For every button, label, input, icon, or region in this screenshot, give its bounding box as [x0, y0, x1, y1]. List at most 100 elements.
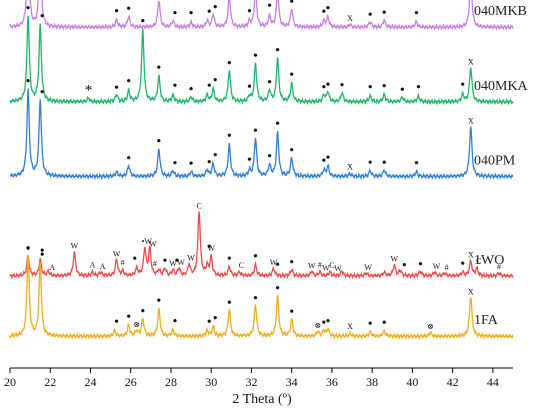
series-label: 1FA	[474, 313, 499, 328]
phase-marker: •	[253, 291, 258, 306]
phase-marker: #	[121, 259, 125, 268]
series-traces	[9, 0, 514, 341]
series-line-1FA	[9, 255, 514, 341]
phase-marker: •	[26, 242, 31, 257]
phase-marker: W	[177, 258, 185, 267]
phase-marker: •	[289, 144, 294, 159]
phase-marker: •	[247, 153, 252, 168]
phase-marker: X	[468, 288, 474, 297]
phase-marker: W	[364, 263, 372, 272]
phase-marker: ⊗	[427, 322, 434, 331]
phase-marker: •	[213, 74, 218, 89]
phase-marker: •	[40, 9, 45, 24]
phase-marker: W	[270, 258, 278, 267]
x-tick-label: 30	[205, 375, 217, 389]
phase-marker: •	[207, 315, 212, 330]
phase-marker: •	[189, 157, 194, 172]
phase-marker: C	[196, 201, 201, 210]
phase-marker: C	[476, 257, 481, 266]
series-line-1WO	[9, 211, 514, 280]
phase-marker: W	[433, 262, 441, 271]
phase-marker: •	[247, 80, 252, 95]
phase-marker: •	[173, 6, 178, 21]
phase-marker: •	[247, 4, 252, 19]
phase-marker: •	[253, 49, 258, 64]
phase-marker: *	[85, 82, 93, 98]
phase-marker: •	[289, 68, 294, 83]
phase-marker: •	[253, 249, 258, 264]
phase-marker: W	[322, 263, 330, 272]
phase-marker: A	[100, 262, 106, 271]
phase-marker: •	[368, 81, 373, 96]
phase-marker: •	[368, 317, 373, 332]
phase-marker: W	[149, 240, 157, 249]
x-tick-label: 22	[44, 375, 56, 389]
series-line-040PM	[9, 88, 514, 180]
phase-marker: •	[227, 129, 232, 144]
series-line-040MKB	[9, 0, 514, 31]
phase-marker: •	[321, 316, 326, 331]
phase-marker: •	[162, 254, 167, 269]
phase-marker: W	[207, 244, 215, 253]
phase-marker: •	[289, 305, 294, 320]
phase-marker: A	[90, 261, 96, 270]
series-line-040MKA	[9, 15, 514, 106]
phase-marker: •	[414, 7, 419, 22]
phase-marker: •	[156, 61, 161, 76]
phase-marker: •	[275, 43, 280, 58]
phase-marker: •	[382, 316, 387, 331]
phase-marker: •	[227, 252, 232, 267]
phase-marker: •	[400, 83, 405, 98]
phase-marker: •	[460, 78, 465, 93]
phase-marker: •	[267, 75, 272, 90]
phase-marker: •	[156, 135, 161, 150]
phase-marker: •	[382, 6, 387, 21]
phase-marker: •	[325, 151, 330, 166]
phase-marker: #	[153, 259, 157, 268]
phase-marker: •W	[142, 237, 153, 246]
phase-marker: •	[173, 79, 178, 94]
phase-marker: •	[140, 304, 145, 319]
phase-marker: W	[334, 264, 342, 273]
phase-marker: •	[175, 254, 180, 269]
phase-marker: A	[49, 263, 55, 272]
series-label: 040MKB	[474, 4, 527, 19]
phase-marker: •	[402, 259, 407, 274]
phase-marker: •	[227, 296, 232, 311]
phase-marker: •	[126, 152, 131, 167]
phase-marker: W	[71, 241, 79, 250]
phase-marker: •	[40, 244, 45, 259]
phase-marker: •	[382, 79, 387, 94]
phase-marker: •	[368, 8, 373, 23]
x-tick-label: 40	[406, 375, 418, 389]
phase-marker: •	[26, 74, 31, 89]
phase-marker: X	[347, 322, 353, 331]
phase-marker: •	[26, 242, 31, 257]
phase-marker: •	[207, 79, 212, 94]
phase-marker: •	[340, 79, 345, 94]
phase-marker: •	[368, 156, 373, 171]
phase-marker: •	[126, 74, 131, 89]
series-labels: 040MKB 040MKA 040PM 1WO 1FA	[474, 4, 529, 328]
series-label: 040MKA	[474, 79, 529, 94]
x-tick-label: 32	[245, 375, 257, 389]
x-axis-ticks: 20 22 24 26 28 30 32 34 36 38 40 42 44	[4, 368, 499, 389]
phase-marker: •	[40, 85, 45, 100]
phase-marker: •	[321, 80, 326, 95]
phase-marker: W	[391, 254, 399, 263]
phase-marker: •	[275, 258, 280, 273]
phase-marker: •	[325, 1, 330, 16]
phase-marker: X	[468, 250, 474, 259]
x-tick-label: 36	[326, 375, 338, 389]
series-label: 040PM	[474, 153, 516, 168]
x-tick-label: 24	[84, 375, 96, 389]
phase-marker: •	[416, 81, 421, 96]
phase-marker: X	[347, 14, 353, 23]
phase-marker: •	[325, 78, 330, 93]
phase-marker: •	[126, 310, 131, 325]
phase-marker: ⊗	[314, 321, 321, 330]
phase-marker: C	[329, 261, 334, 270]
x-tick-label: 34	[286, 375, 298, 389]
phase-marker: •	[173, 157, 178, 172]
